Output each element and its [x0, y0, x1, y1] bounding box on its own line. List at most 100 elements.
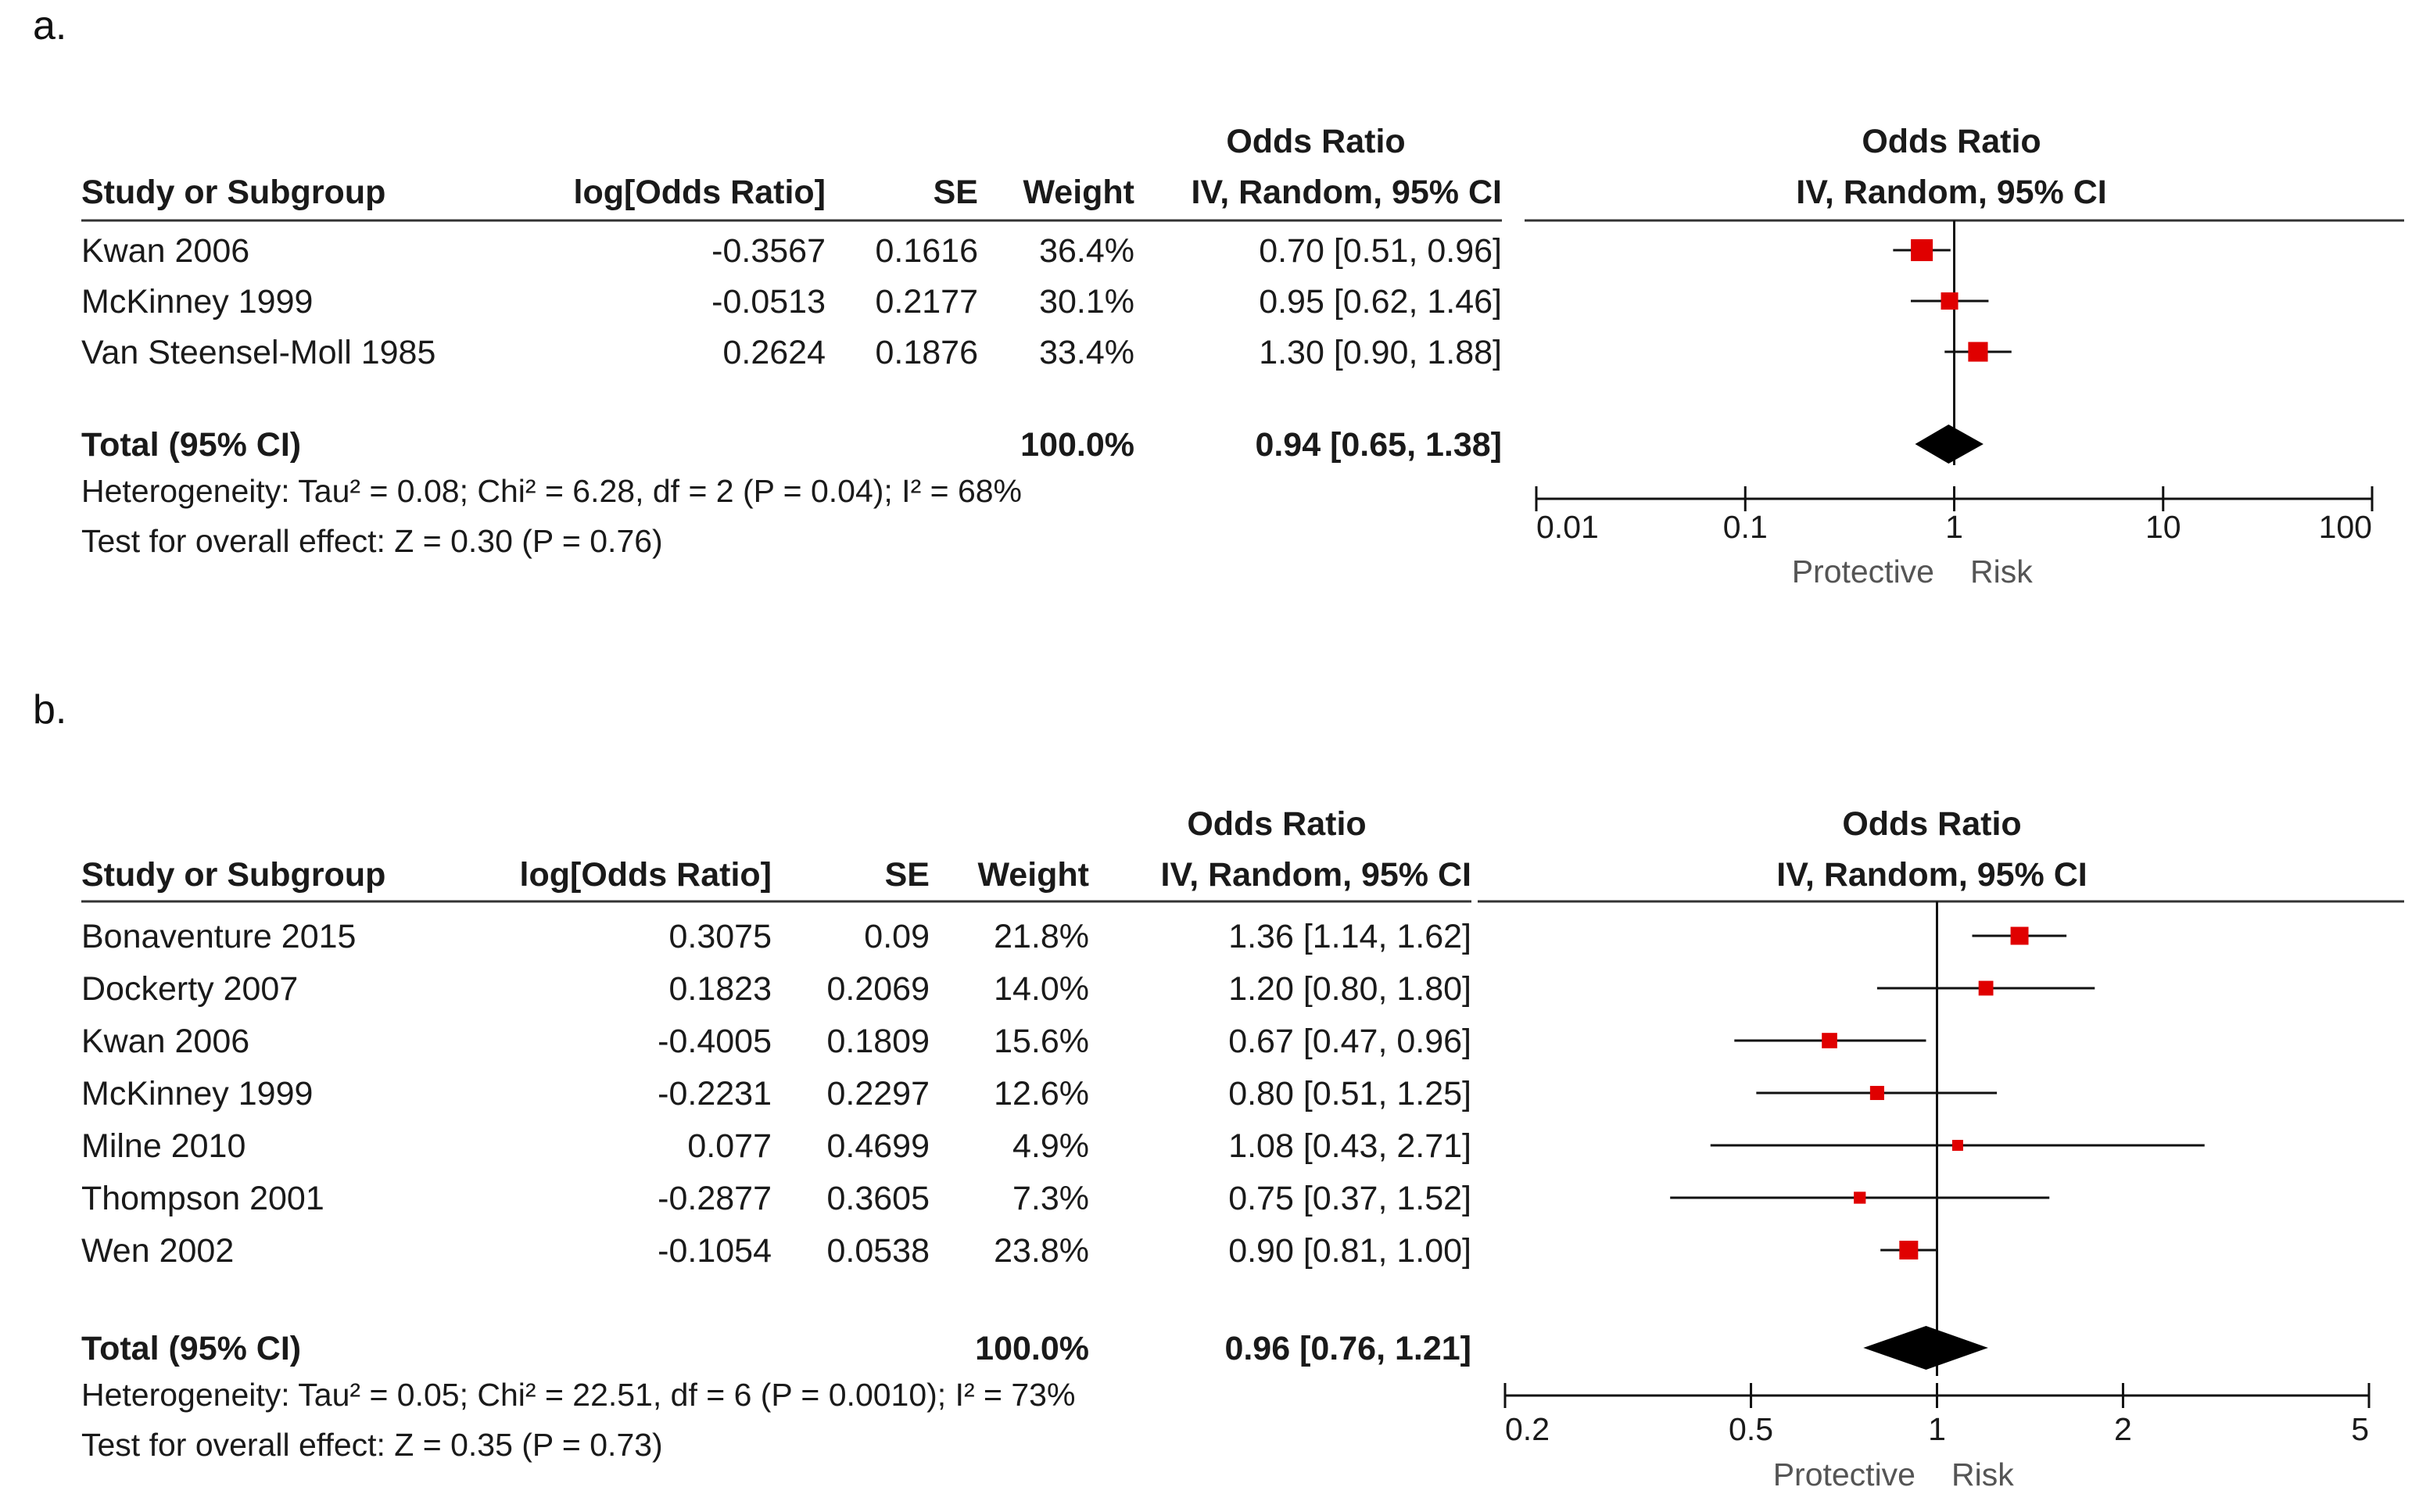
study-ci: 1.08 [0.43, 2.71] — [1228, 1127, 1471, 1165]
total-weight: 100.0% — [1020, 426, 1134, 464]
x-tick-label: 5 — [2351, 1411, 2369, 1447]
study-log-or: -0.2231 — [658, 1075, 772, 1113]
x-tick-label: 1 — [1928, 1411, 1946, 1447]
column-header-odds-ratio-title: Odds Ratio — [1187, 805, 1366, 843]
study-ci: 0.95 [0.62, 1.46] — [1259, 283, 1502, 321]
study-name: Wen 2002 — [81, 1232, 234, 1270]
study-log-or: -0.1054 — [658, 1232, 772, 1270]
column-header-study: Study or Subgroup — [81, 856, 385, 894]
column-header-log-or: log[Odds Ratio] — [520, 856, 772, 894]
study-se: 0.3605 — [826, 1180, 930, 1217]
study-log-or: 0.1823 — [668, 970, 772, 1008]
study-name: Van Steensel-Moll 1985 — [81, 334, 435, 371]
study-weight: 7.3% — [1012, 1180, 1089, 1217]
total-ci: 0.94 [0.65, 1.38] — [1255, 426, 1502, 464]
study-log-or: 0.3075 — [668, 918, 772, 955]
column-header-study: Study or Subgroup — [81, 174, 385, 211]
x-tick-label: 0.2 — [1505, 1411, 1550, 1447]
study-weight: 4.9% — [1012, 1127, 1089, 1165]
effect-marker — [1968, 342, 1988, 362]
total-label: Total (95% CI) — [81, 1330, 301, 1367]
study-weight: 21.8% — [994, 918, 1089, 955]
study-se: 0.4699 — [826, 1127, 930, 1165]
study-weight: 14.0% — [994, 970, 1089, 1008]
study-se: 0.1809 — [826, 1023, 930, 1060]
study-weight: 33.4% — [1039, 334, 1134, 371]
study-ci: 0.75 [0.37, 1.52] — [1228, 1180, 1471, 1217]
panel-label: a. — [33, 3, 66, 48]
study-se: 0.2297 — [826, 1075, 930, 1113]
pooled-effect-diamond — [1915, 425, 1984, 464]
column-header-ci: IV, Random, 95% CI — [1192, 174, 1502, 211]
x-tick-label: 10 — [2145, 509, 2181, 545]
plot-header-title: Odds Ratio — [1862, 123, 2041, 160]
total-label: Total (95% CI) — [81, 426, 301, 464]
column-header-weight: Weight — [1023, 174, 1134, 211]
effect-marker — [1941, 292, 1958, 310]
pooled-effect-diamond — [1863, 1326, 1988, 1370]
study-ci: 0.80 [0.51, 1.25] — [1228, 1075, 1471, 1113]
study-se: 0.0538 — [826, 1232, 930, 1270]
study-log-or: -0.0513 — [711, 283, 826, 321]
study-weight: 15.6% — [994, 1023, 1089, 1060]
column-header-odds-ratio-title: Odds Ratio — [1226, 123, 1405, 160]
total-weight: 100.0% — [975, 1330, 1089, 1367]
plot-header-subtitle: IV, Random, 95% CI — [1796, 174, 2106, 211]
heterogeneity-stat: Heterogeneity: Tau² = 0.08; Chi² = 6.28,… — [81, 473, 1022, 509]
study-log-or: -0.3567 — [711, 232, 826, 270]
x-tick-label: 0.01 — [1536, 509, 1599, 545]
plot-header-title: Odds Ratio — [1842, 805, 2021, 843]
forest-panel-b: b. Odds Ratio Odds Ratio Study or Subgroup l… — [33, 687, 2404, 1492]
x-tick-label: 2 — [2114, 1411, 2132, 1447]
x-tick-label: 1 — [1945, 509, 1963, 545]
effect-marker — [1911, 239, 1933, 261]
study-weight: 36.4% — [1039, 232, 1134, 270]
study-weight: 12.6% — [994, 1075, 1089, 1113]
study-se: 0.2177 — [875, 283, 978, 321]
effect-marker — [1854, 1191, 1866, 1204]
column-header-se: SE — [885, 856, 930, 894]
study-se: 0.1876 — [875, 334, 978, 371]
study-log-or: -0.2877 — [658, 1180, 772, 1217]
study-name: Kwan 2006 — [81, 1023, 249, 1060]
effect-marker — [1899, 1241, 1919, 1259]
plot-header-subtitle: IV, Random, 95% CI — [1776, 856, 2087, 894]
heterogeneity-stat: Heterogeneity: Tau² = 0.05; Chi² = 22.51… — [81, 1377, 1075, 1413]
forest-panel-a: a. Odds Ratio Odds Ratio Study or Subgroup l… — [33, 3, 2404, 589]
study-name: Bonaventure 2015 — [81, 918, 356, 955]
panel-label: b. — [33, 687, 66, 733]
study-name: McKinney 1999 — [81, 283, 313, 321]
effect-marker — [1978, 980, 1994, 996]
study-ci: 0.67 [0.47, 0.96] — [1228, 1023, 1471, 1060]
total-ci: 0.96 [0.76, 1.21] — [1224, 1330, 1471, 1367]
effect-marker — [2010, 926, 2029, 945]
study-name: Dockerty 2007 — [81, 970, 298, 1008]
study-log-or: 0.077 — [687, 1127, 772, 1165]
study-log-or: 0.2624 — [722, 334, 826, 371]
column-header-weight: Weight — [977, 856, 1089, 894]
study-ci: 1.20 [0.80, 1.80] — [1228, 970, 1471, 1008]
study-se: 0.2069 — [826, 970, 930, 1008]
study-name: McKinney 1999 — [81, 1075, 313, 1113]
x-tick-label: 0.5 — [1729, 1411, 1773, 1447]
study-ci: 1.36 [1.14, 1.62] — [1228, 918, 1471, 955]
overall-effect-stat: Test for overall effect: Z = 0.30 (P = 0… — [81, 523, 663, 559]
overall-effect-stat: Test for overall effect: Z = 0.35 (P = 0… — [81, 1427, 663, 1463]
x-tick-label: 0.1 — [1723, 509, 1768, 545]
axis-label-risk: Risk — [1951, 1456, 2014, 1492]
study-se: 0.09 — [864, 918, 930, 955]
study-ci: 0.90 [0.81, 1.00] — [1228, 1232, 1471, 1270]
axis-label-risk: Risk — [1970, 554, 2033, 589]
study-name: Kwan 2006 — [81, 232, 249, 270]
column-header-ci: IV, Random, 95% CI — [1161, 856, 1471, 894]
study-se: 0.1616 — [875, 232, 978, 270]
x-tick-label: 100 — [2319, 509, 2372, 545]
axis-label-protective: Protective — [1792, 554, 1934, 589]
study-name: Milne 2010 — [81, 1127, 245, 1165]
study-log-or: -0.4005 — [658, 1023, 772, 1060]
study-weight: 30.1% — [1039, 283, 1134, 321]
study-weight: 23.8% — [994, 1232, 1089, 1270]
study-ci: 0.70 [0.51, 0.96] — [1259, 232, 1502, 270]
effect-marker — [1822, 1033, 1837, 1048]
